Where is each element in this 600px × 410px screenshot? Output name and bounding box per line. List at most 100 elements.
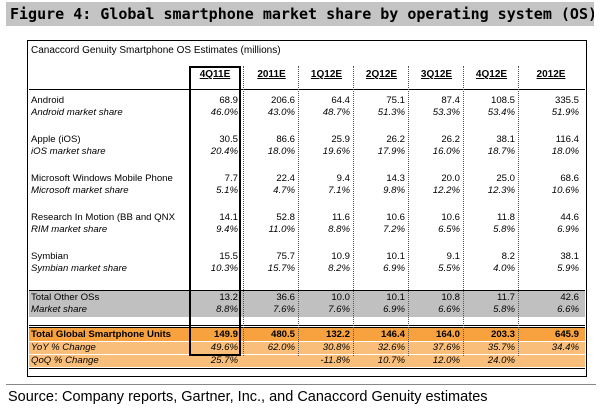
column-header: 4Q12E bbox=[475, 69, 508, 80]
total-units-band bbox=[29, 328, 585, 341]
os-units-row-value: 14.1 bbox=[219, 212, 238, 223]
qoq-row: QoQ % Change 25.7% -11.8% 10.7% 12.0% 24.0% bbox=[29, 355, 585, 367]
os-units-row-value: 64.4 bbox=[331, 95, 350, 106]
os-share-row-value: 10.6% bbox=[551, 185, 579, 196]
yoy-band bbox=[29, 342, 585, 354]
os-units-row-value: 335.5 bbox=[554, 95, 579, 106]
os-share-row-value: 51.9% bbox=[551, 107, 579, 118]
os-units-row-value: 75.7 bbox=[276, 251, 295, 262]
other-share-row-value: 8.8% bbox=[216, 304, 238, 315]
os-units-row-label: Research In Motion (BB and QNX bbox=[31, 212, 175, 223]
column-header: 2012E bbox=[536, 69, 566, 80]
qoq-row-value bbox=[520, 355, 582, 367]
source-divider bbox=[6, 384, 596, 385]
os-share-row: Android market share 46.0% 43.0% 48.7% 51.3%… bbox=[29, 107, 585, 119]
os-share-row-value: 5.1% bbox=[216, 185, 238, 196]
other-units-row-value: 36.6 bbox=[276, 292, 295, 303]
os-units-row-value: 9.1 bbox=[446, 251, 460, 262]
other-share-row-value: 7.6% bbox=[273, 304, 295, 315]
other-units-row: Total Other OSs 13.2 36.6 10.0 10.1 10.8 11.7 4… bbox=[29, 292, 585, 304]
os-share-row-value: 53.4% bbox=[487, 107, 515, 118]
os-units-row-label: Symbian bbox=[31, 251, 69, 262]
os-share-row-label: iOS market share bbox=[31, 146, 106, 157]
os-units-row-value: 206.6 bbox=[270, 95, 295, 106]
other-share-row-value: 6.6% bbox=[557, 304, 579, 315]
os-units-row: Research In Motion (BB and QNX 14.1 52.8 11… bbox=[29, 212, 585, 224]
header-rule bbox=[29, 89, 585, 90]
os-units-row-value: 25.9 bbox=[331, 134, 350, 145]
os-units-row-value: 68.9 bbox=[219, 95, 238, 106]
os-units-row-label: Android bbox=[31, 95, 65, 106]
total-units-row-value: 149.9 bbox=[213, 329, 238, 340]
qoq-row-label: QoQ % Change bbox=[31, 355, 99, 366]
os-share-row-value: 4.7% bbox=[273, 185, 295, 196]
os-share-row-label: Microsoft market share bbox=[31, 185, 129, 196]
yoy-row-value: 32.6% bbox=[377, 342, 405, 353]
os-share-row-value: 4.0% bbox=[493, 263, 515, 274]
qoq-row-value: 10.7% bbox=[377, 355, 405, 366]
column-header: 4Q11E bbox=[199, 69, 231, 80]
os-share-row-value: 15.7% bbox=[267, 263, 295, 274]
os-share-row-value: 5.8% bbox=[493, 224, 515, 235]
other-units-row-value: 10.8 bbox=[441, 292, 460, 303]
os-share-row-value: 9.4% bbox=[216, 224, 238, 235]
yoy-row-value: 34.4% bbox=[551, 342, 579, 353]
os-share-row-value: 7.1% bbox=[328, 185, 350, 196]
os-units-row-value: 14.3 bbox=[386, 173, 405, 184]
os-units-row-value: 10.9 bbox=[331, 251, 350, 262]
other-share-row: Market share 8.8% 7.6% 7.6% 6.9% 6.6% 5.8% 6.6% bbox=[29, 304, 585, 316]
yoy-row-label: YoY % Change bbox=[31, 342, 96, 353]
os-units-row-value: 38.1 bbox=[560, 251, 579, 262]
os-share-row-value: 20.4% bbox=[210, 146, 238, 157]
os-units-row-value: 30.5 bbox=[219, 134, 238, 145]
os-share-row-value: 12.3% bbox=[487, 185, 515, 196]
os-units-row-value: 26.2 bbox=[441, 134, 460, 145]
os-units-row-label: Microsoft Windows Mobile Phone bbox=[31, 173, 173, 184]
os-share-row: Microsoft market share 5.1% 4.7% 7.1% 9.8% 12… bbox=[29, 185, 585, 197]
source-note: Source: Company reports, Gartner, Inc., … bbox=[8, 389, 488, 405]
os-share-row-value: 5.9% bbox=[557, 263, 579, 274]
os-share-row-value: 8.2% bbox=[328, 263, 350, 274]
qoq-row-value: 24.0% bbox=[487, 355, 515, 366]
os-units-row-value: 22.4 bbox=[276, 173, 295, 184]
os-units-row-value: 116.4 bbox=[555, 134, 579, 145]
column-header: 1Q12E bbox=[310, 69, 343, 80]
other-os-band bbox=[29, 290, 585, 317]
os-share-row-value: 43.0% bbox=[267, 107, 295, 118]
os-share-row-value: 18.0% bbox=[267, 146, 295, 157]
os-share-row-value: 6.9% bbox=[383, 263, 405, 274]
total-top-rule bbox=[29, 325, 585, 328]
column-header-row: 4Q11E 2011E 1Q12E 2Q12E 3Q12E 4Q12E 2012E bbox=[29, 68, 585, 84]
yoy-row-value: 49.6% bbox=[210, 342, 238, 353]
other-top-rule bbox=[29, 290, 585, 291]
os-units-row-label: Apple (iOS) bbox=[31, 134, 81, 145]
total-units-row-value: 146.4 bbox=[380, 329, 405, 340]
os-share-row-value: 10.3% bbox=[210, 263, 238, 274]
yoy-row: YoY % Change 49.6% 62.0% 30.8% 32.6% 37.6% 35.… bbox=[29, 342, 585, 354]
os-units-row-value: 10.6 bbox=[386, 212, 405, 223]
os-share-row-label: Android market share bbox=[31, 107, 123, 118]
os-share-row-value: 8.8% bbox=[328, 224, 350, 235]
os-units-row-value: 26.2 bbox=[386, 134, 405, 145]
other-units-row-label: Total Other OSs bbox=[31, 292, 100, 303]
os-units-row-value: 11.8 bbox=[497, 212, 515, 223]
column-divider bbox=[518, 66, 519, 356]
other-units-row-value: 13.2 bbox=[219, 292, 238, 303]
os-units-row-value: 25.0 bbox=[496, 173, 515, 184]
yoy-row-value: 35.7% bbox=[487, 342, 515, 353]
total-units-row-label: Total Global Smartphone Units bbox=[31, 329, 172, 340]
os-units-row-value: 20.0 bbox=[441, 173, 460, 184]
os-units-row-value: 11.6 bbox=[332, 212, 350, 223]
other-share-row-value: 5.8% bbox=[493, 304, 515, 315]
os-share-row-value: 6.5% bbox=[438, 224, 460, 235]
os-share-row-value: 16.0% bbox=[432, 146, 460, 157]
os-share-row-value: 17.9% bbox=[377, 146, 405, 157]
yoy-row-value: 62.0% bbox=[267, 342, 295, 353]
os-units-row: Symbian 15.5 75.7 10.9 10.1 9.1 8.2 38.1 bbox=[29, 251, 585, 263]
column-divider bbox=[243, 66, 244, 356]
os-share-row-value: 18.0% bbox=[551, 146, 579, 157]
total-units-row-value: 645.9 bbox=[554, 329, 579, 340]
column-divider bbox=[353, 66, 354, 356]
figure-title: Figure 4: Global smartphone market share… bbox=[6, 2, 594, 26]
os-units-row-value: 8.2 bbox=[501, 251, 515, 262]
